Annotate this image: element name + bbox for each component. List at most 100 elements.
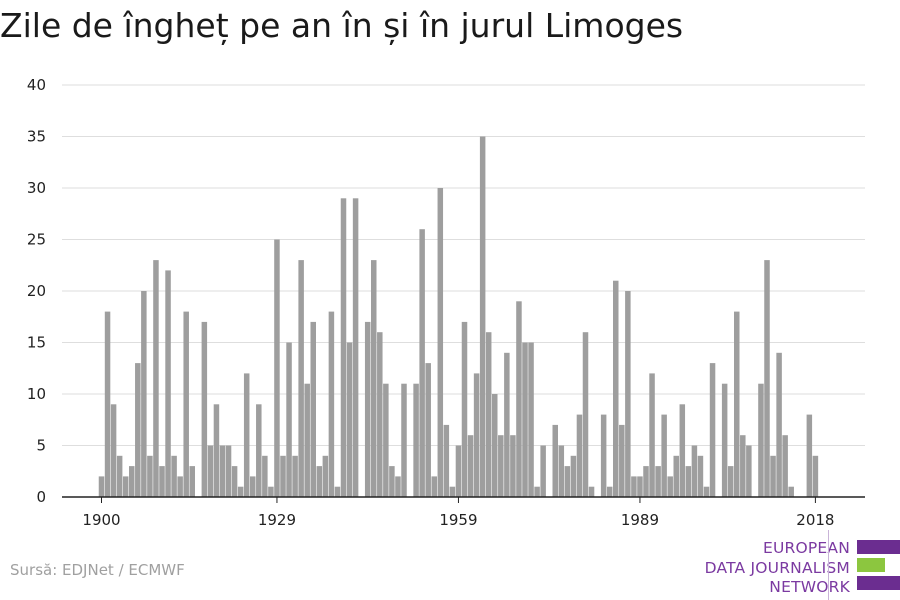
- bar-1915[interactable]: [189, 466, 196, 497]
- bar-1936[interactable]: [316, 466, 323, 497]
- bar-1977[interactable]: [564, 466, 571, 497]
- bar-2017[interactable]: [806, 414, 813, 497]
- bar-1975[interactable]: [552, 424, 559, 497]
- bar-1948[interactable]: [389, 466, 395, 497]
- bar-1928[interactable]: [268, 486, 274, 497]
- bar-2011[interactable]: [770, 455, 776, 497]
- bar-1971[interactable]: [528, 342, 534, 498]
- bar-1930[interactable]: [280, 455, 286, 497]
- bar-1940[interactable]: [340, 198, 347, 498]
- bar-2007[interactable]: [746, 445, 752, 498]
- bar-1989[interactable]: [637, 476, 643, 497]
- bar-1965[interactable]: [492, 394, 498, 497]
- bar-1978[interactable]: [570, 455, 577, 497]
- bar-1952[interactable]: [413, 383, 419, 497]
- bar-1999[interactable]: [697, 455, 704, 497]
- edjnet-logo[interactable]: EUROPEAN DATA JOURNALISM NETWORK: [690, 530, 900, 600]
- bar-1996[interactable]: [679, 404, 686, 497]
- bar-2005[interactable]: [734, 311, 740, 497]
- bar-1998[interactable]: [691, 445, 698, 498]
- bar-1944[interactable]: [364, 321, 371, 497]
- bar-1960[interactable]: [461, 321, 468, 497]
- bar-1910[interactable]: [159, 466, 165, 497]
- bar-1914[interactable]: [183, 311, 189, 497]
- bar-1954[interactable]: [425, 363, 431, 497]
- bar-2003[interactable]: [721, 383, 728, 497]
- bar-1920[interactable]: [219, 445, 226, 498]
- bar-1956[interactable]: [437, 188, 444, 497]
- bar-1988[interactable]: [631, 476, 637, 497]
- bar-1961[interactable]: [467, 435, 474, 497]
- bar-1972[interactable]: [534, 486, 540, 497]
- bar-1946[interactable]: [377, 332, 383, 497]
- bar-1927[interactable]: [262, 455, 268, 497]
- bar-1904[interactable]: [122, 476, 129, 497]
- bar-1987[interactable]: [625, 291, 631, 497]
- bar-1921[interactable]: [225, 445, 232, 498]
- bar-1941[interactable]: [346, 342, 353, 498]
- bar-2014[interactable]: [788, 486, 794, 497]
- bar-1955[interactable]: [431, 476, 438, 497]
- bar-1907[interactable]: [141, 291, 147, 497]
- bar-1935[interactable]: [310, 321, 317, 497]
- bar-2018[interactable]: [812, 455, 819, 497]
- bar-1968[interactable]: [510, 435, 516, 497]
- bar-1929[interactable]: [274, 239, 280, 498]
- bar-1991[interactable]: [649, 373, 655, 497]
- bar-2012[interactable]: [776, 352, 782, 497]
- bar-1901[interactable]: [104, 311, 111, 497]
- bar-1997[interactable]: [685, 466, 692, 497]
- bar-1906[interactable]: [135, 363, 141, 497]
- bar-1959[interactable]: [455, 445, 462, 498]
- bar-1942[interactable]: [352, 198, 359, 498]
- bar-1924[interactable]: [243, 373, 250, 497]
- bar-2001[interactable]: [709, 363, 716, 497]
- bar-1950[interactable]: [401, 383, 407, 497]
- bar-1973[interactable]: [540, 445, 546, 498]
- bar-1938[interactable]: [328, 311, 335, 497]
- bar-2006[interactable]: [740, 435, 746, 497]
- bar-1923[interactable]: [237, 486, 244, 497]
- bar-1903[interactable]: [116, 455, 123, 497]
- bar-1958[interactable]: [449, 486, 456, 497]
- bar-1933[interactable]: [298, 260, 304, 497]
- bar-1969[interactable]: [516, 301, 522, 497]
- bar-1917[interactable]: [201, 321, 208, 497]
- bar-1964[interactable]: [485, 332, 492, 497]
- bar-1983[interactable]: [600, 414, 607, 497]
- bar-2004[interactable]: [727, 466, 734, 497]
- bar-1979[interactable]: [576, 414, 583, 497]
- bar-1981[interactable]: [588, 486, 595, 497]
- bar-1902[interactable]: [110, 404, 117, 497]
- bar-1949[interactable]: [395, 476, 401, 497]
- bar-1905[interactable]: [129, 466, 135, 497]
- bar-1908[interactable]: [147, 455, 153, 497]
- bar-1925[interactable]: [250, 476, 256, 497]
- bar-1913[interactable]: [177, 476, 183, 497]
- bar-1966[interactable]: [498, 435, 504, 497]
- bar-1945[interactable]: [371, 260, 377, 497]
- bar-2010[interactable]: [764, 260, 770, 497]
- bar-1995[interactable]: [673, 455, 680, 497]
- bar-1976[interactable]: [558, 445, 565, 498]
- bar-2009[interactable]: [758, 383, 764, 497]
- bar-1909[interactable]: [153, 260, 159, 497]
- bar-2013[interactable]: [782, 435, 788, 497]
- bar-1985[interactable]: [613, 280, 619, 497]
- bar-1953[interactable]: [419, 229, 425, 497]
- bar-1963[interactable]: [479, 136, 486, 498]
- bar-1967[interactable]: [504, 352, 510, 497]
- bar-1947[interactable]: [383, 383, 389, 497]
- bar-1957[interactable]: [443, 424, 450, 497]
- bar-1931[interactable]: [286, 342, 292, 498]
- bar-1990[interactable]: [643, 466, 649, 497]
- bar-1993[interactable]: [661, 414, 667, 497]
- bar-1994[interactable]: [667, 476, 673, 497]
- bar-1918[interactable]: [207, 445, 214, 498]
- bar-1900[interactable]: [98, 476, 105, 497]
- bar-1970[interactable]: [522, 342, 528, 498]
- bar-1992[interactable]: [655, 466, 661, 497]
- bar-1922[interactable]: [231, 466, 238, 497]
- bar-1926[interactable]: [256, 404, 262, 497]
- bar-1937[interactable]: [322, 455, 329, 497]
